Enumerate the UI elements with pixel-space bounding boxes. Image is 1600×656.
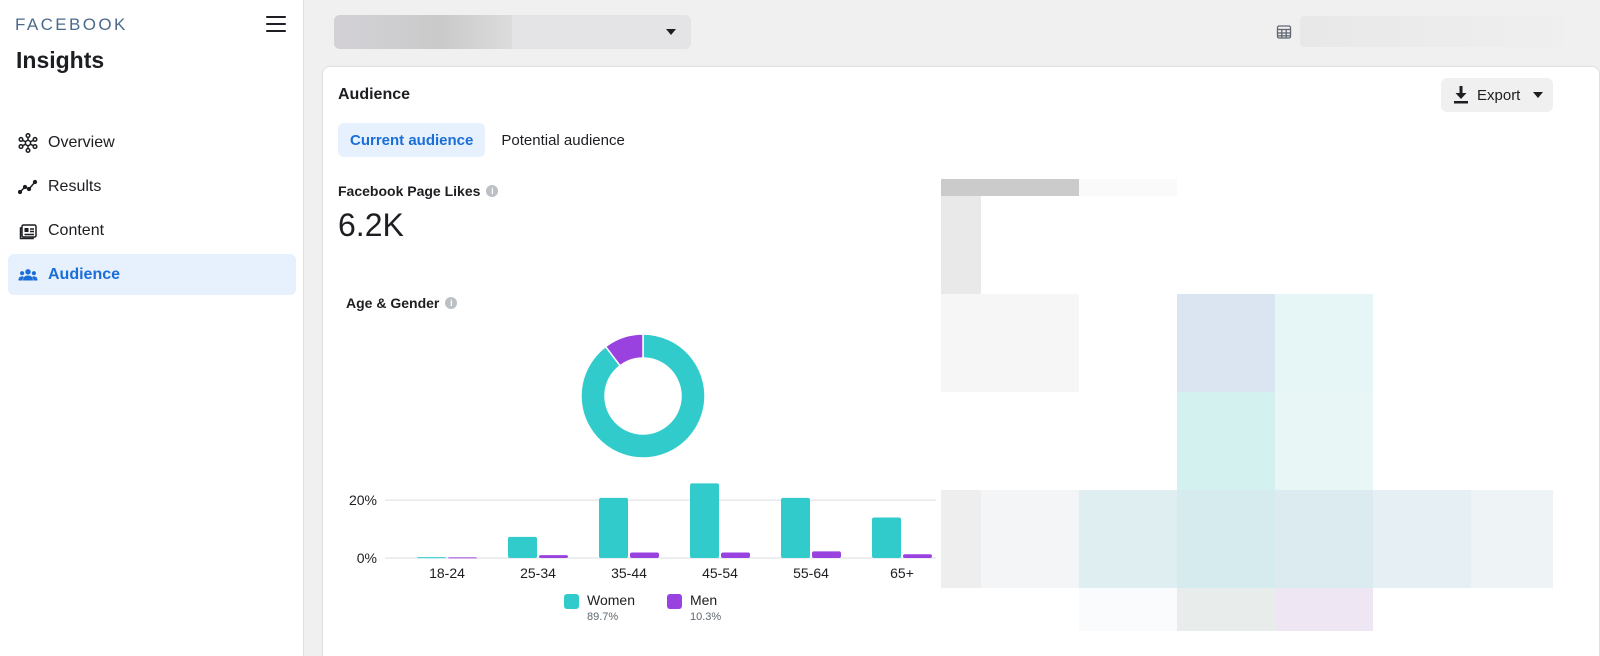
bar-women-65+[interactable] [872,517,901,559]
audience-icon [18,265,38,285]
top-bar [304,0,1600,64]
map-block [1177,588,1275,631]
legend-percent: 10.3% [689,611,722,623]
map-block [941,179,1079,196]
page-selector-value [334,15,512,49]
date-range-picker[interactable] [1300,16,1564,47]
sidebar-item-label: Content [48,221,105,239]
men-swatch [666,594,682,609]
map-block [1177,490,1275,588]
y-tick-label: 0% [357,550,377,566]
page-likes-label: Facebook Page Likes i [338,183,499,199]
sidebar-item-content[interactable]: Content [8,210,296,251]
map-block [1079,179,1177,196]
sidebar-item-label: Results [48,177,102,195]
legend-label: Women [587,592,635,608]
chart-legend: Women 89.7% Men 10.3% [564,592,753,623]
legend-item-men[interactable]: Men 10.3% [666,592,722,623]
donut-slice-women[interactable] [580,333,706,459]
x-tick-label: 45-54 [702,565,738,581]
calendar-icon[interactable] [1276,24,1292,40]
bar-women-25-34[interactable] [508,536,537,558]
page-selector-dropdown[interactable] [334,15,691,49]
sidebar: FACEBOOK Insights Overview [0,0,304,656]
map-block [981,490,1079,588]
sidebar-item-label: Audience [48,265,121,283]
women-swatch [564,594,579,609]
tab-potential-audience[interactable]: Potential audience [501,131,625,149]
x-tick-label: 18-24 [429,565,465,581]
map-block [941,294,1079,392]
bar-men-55-64[interactable] [812,551,841,558]
map-block [1373,490,1471,588]
map-block [1471,490,1553,588]
map-block [1275,294,1373,392]
download-icon [1454,86,1468,104]
map-block [1275,588,1373,631]
page-likes-value: 6.2K [338,207,404,243]
tab-current-audience[interactable]: Current audience [338,123,486,157]
y-tick-label: 20% [349,492,377,508]
map-block [941,490,981,588]
map-block [941,196,981,294]
info-icon[interactable]: i [486,185,499,197]
bar-men-25-34[interactable] [539,555,568,558]
map-block [1177,294,1275,392]
export-label: Export [1477,86,1521,104]
sidebar-nav: Overview Results [8,122,296,298]
sidebar-item-results[interactable]: Results [8,166,296,207]
age-gender-label: Age & Gender i [346,295,458,311]
info-icon[interactable]: i [445,297,458,309]
audience-card: Audience Export Current audience Potenti… [322,66,1600,656]
bar-women-55-64[interactable] [781,497,810,558]
map-block [1177,392,1275,490]
bar-men-45-54[interactable] [721,552,750,558]
bar-women-45-54[interactable] [690,483,719,558]
chevron-down-icon [666,29,676,35]
bar-women-35-44[interactable] [599,497,628,558]
chevron-down-icon [1533,92,1544,98]
age-gender-bar-chart: 0% 20% 18-24 25-34 35-44 45-54 55-64 65+ [349,483,936,581]
legend-label: Men [689,592,718,608]
legend-item-women[interactable]: Women 89.7% [564,592,635,623]
map-block [1079,588,1177,631]
map-block [1275,490,1373,588]
x-tick-label: 35-44 [611,565,647,581]
card-title: Audience [338,86,411,103]
sidebar-item-overview[interactable]: Overview [8,122,296,163]
bar-women-18-24[interactable] [417,557,446,559]
x-tick-label: 25-34 [520,565,556,581]
page-likes-label-text: Facebook Page Likes [338,183,481,199]
results-icon [18,177,38,197]
bar-men-65+[interactable] [903,554,932,558]
overview-icon [18,132,38,153]
gender-donut-chart [580,333,706,459]
audience-location-map [941,179,1553,656]
hamburger-menu-icon[interactable] [266,15,286,33]
sidebar-item-audience[interactable]: Audience [8,254,296,295]
content-icon [18,221,38,241]
x-tick-label: 55-64 [793,565,829,581]
map-block [1275,392,1373,490]
facebook-brand: FACEBOOK [15,15,128,34]
donut-slice-men[interactable] [604,333,644,367]
sidebar-item-label: Overview [48,133,115,151]
legend-percent: 89.7% [587,611,619,623]
map-block [1079,490,1177,588]
export-button[interactable]: Export [1441,78,1553,112]
age-gender-label-text: Age & Gender [346,295,440,311]
bar-men-35-44[interactable] [630,552,659,558]
x-tick-label: 65+ [890,565,914,581]
bar-men-18-24[interactable] [448,557,477,559]
audience-tabs: Current audience Potential audience [338,123,641,157]
app-title: Insights [16,47,105,73]
